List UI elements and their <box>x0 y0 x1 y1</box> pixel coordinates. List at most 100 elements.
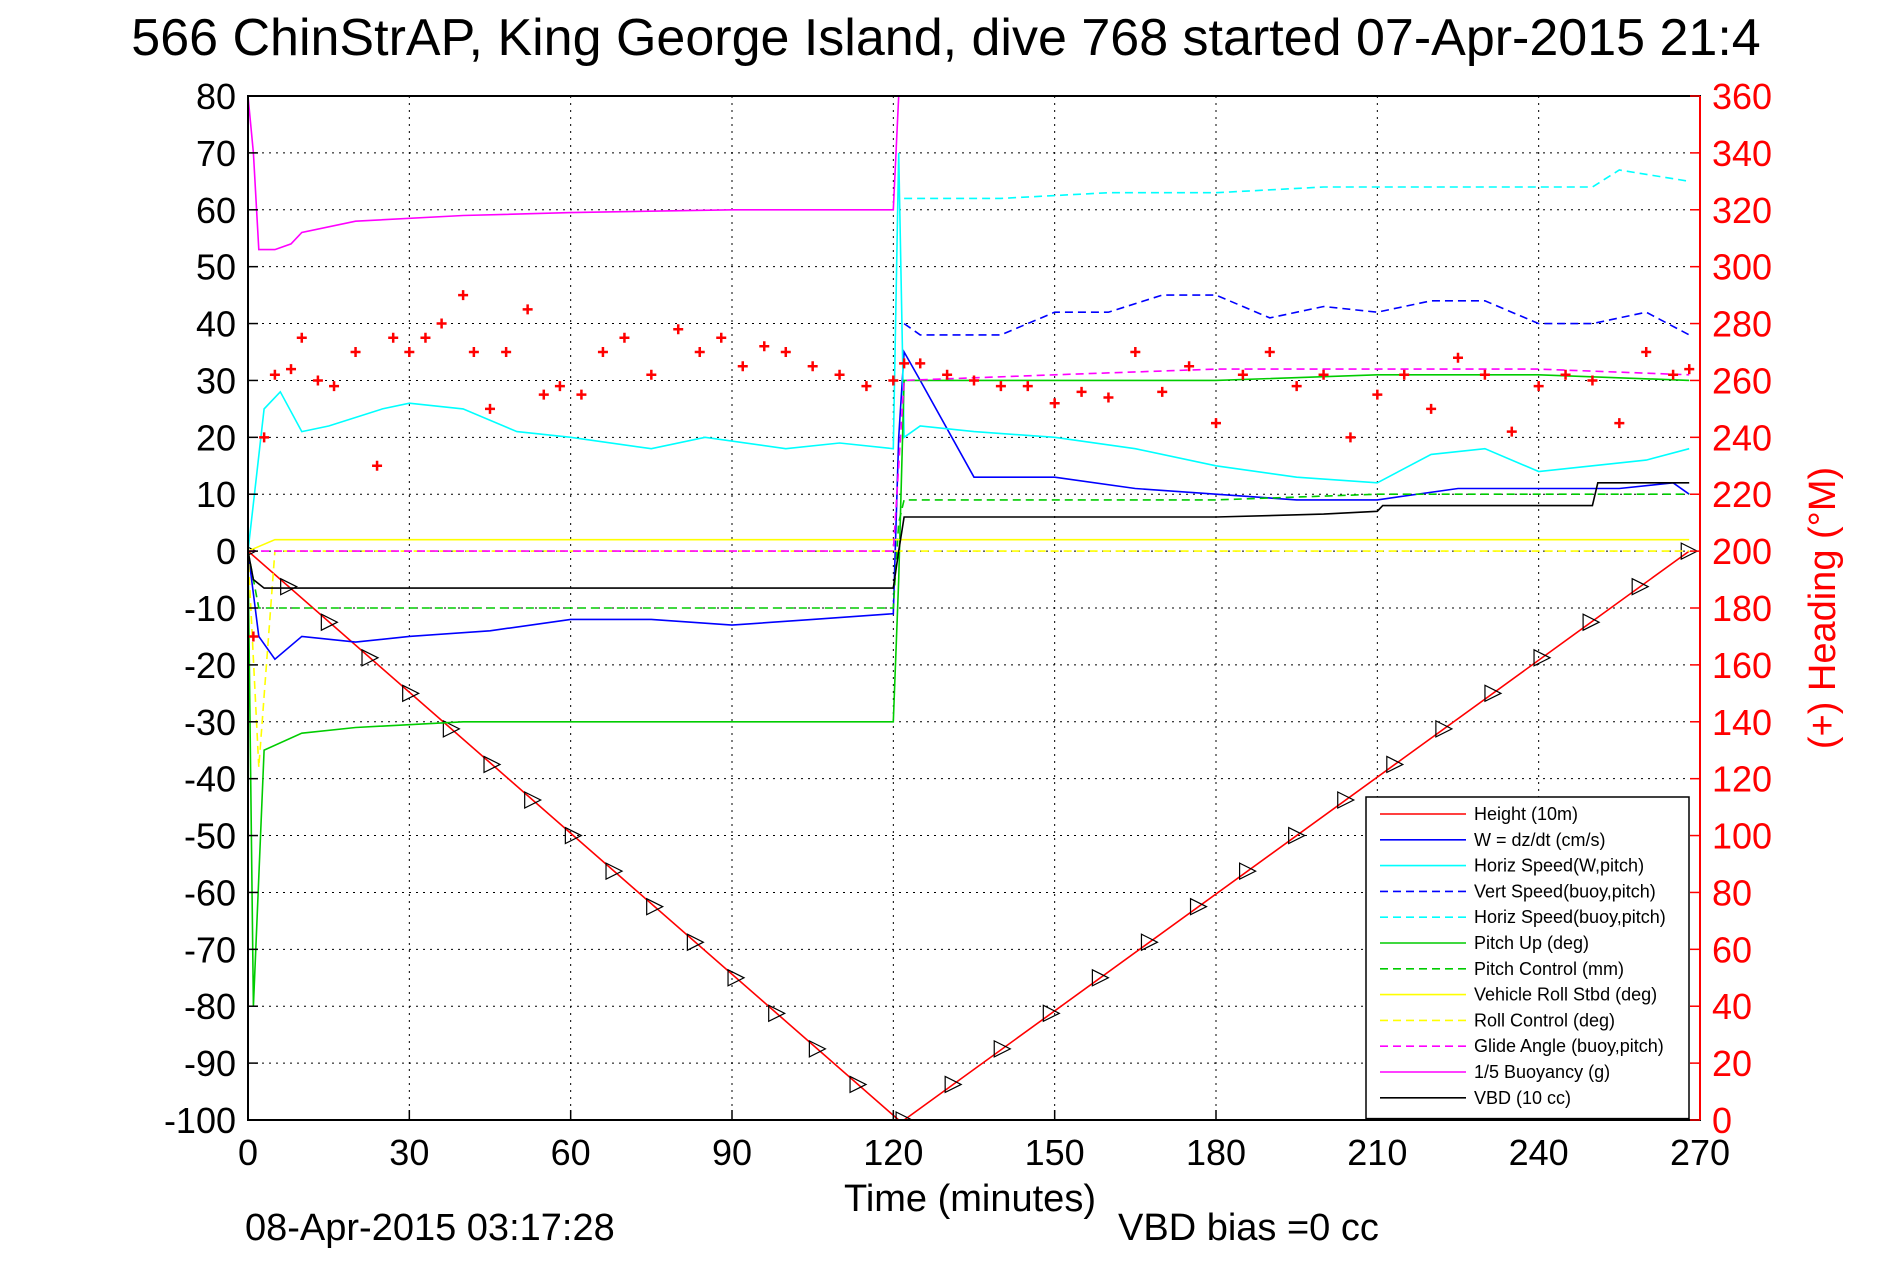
series-1-5-buoyancy-g <box>248 96 900 251</box>
series-pitch-control-mm <box>248 493 1690 609</box>
depth-marker <box>402 684 421 703</box>
y-tick-label: -80 <box>184 986 236 1027</box>
heading-point <box>296 332 307 343</box>
series-roll-control-deg <box>248 550 1690 768</box>
y-tick-label: -20 <box>184 645 236 686</box>
right-y-tick-label: 340 <box>1712 133 1772 174</box>
x-axis-ticks: 0 30 60 90 120 150 180 210 240 270 <box>238 1110 1730 1173</box>
legend-label: Roll Control (deg) <box>1474 1010 1615 1030</box>
y-tick-label: 40 <box>196 304 236 345</box>
y-tick-label: -50 <box>184 816 236 857</box>
series-vbd-10-cc <box>248 481 1690 589</box>
heading-point <box>1560 369 1571 380</box>
heading-point <box>1184 361 1195 372</box>
depth-marker <box>1386 755 1405 774</box>
series-w-dz-dt-cm-s <box>248 349 1690 661</box>
heading-point <box>1211 418 1221 429</box>
heading-point <box>646 369 657 380</box>
heading-point <box>1237 369 1248 380</box>
right-y-tick-label: 280 <box>1712 304 1772 345</box>
heading-point <box>1157 386 1168 397</box>
heading-point <box>942 369 953 380</box>
heading-point <box>501 347 512 357</box>
series-vert-speed-buoy-pitch <box>903 294 1690 336</box>
right-y-tick-label: 20 <box>1712 1043 1752 1084</box>
heading-point <box>1533 381 1544 392</box>
depth-marker <box>483 755 502 774</box>
x-axis-label: Time (minutes) <box>844 1178 1096 1220</box>
y-tick-label: 30 <box>196 360 236 401</box>
y-tick-label: -90 <box>184 1043 236 1084</box>
depth-marker <box>808 1039 827 1058</box>
x-tick-label: 240 <box>1509 1132 1569 1173</box>
legend-label: Vehicle Roll Stbd (deg) <box>1474 985 1657 1005</box>
x-tick-label: 120 <box>863 1132 923 1173</box>
heading-point <box>1587 375 1598 386</box>
y-tick-label: -60 <box>184 872 236 913</box>
heading-point <box>1453 352 1463 363</box>
depth-marker <box>1533 648 1552 667</box>
heading-point <box>1103 392 1114 403</box>
right-y-tick-label: 200 <box>1712 531 1772 572</box>
depth-marker <box>686 933 705 952</box>
heading-point <box>995 381 1006 392</box>
x-tick-label: 30 <box>389 1132 429 1173</box>
heading-point <box>888 375 899 386</box>
depth-marker <box>727 968 746 987</box>
heading-point <box>915 358 926 369</box>
y-tick-label: 60 <box>196 190 236 231</box>
heading-point <box>576 389 587 400</box>
depth-marker <box>1140 933 1159 952</box>
series-layer <box>248 96 1699 1120</box>
legend: Height (10m) W = dz/dt (cm/s) Horiz Speed(… <box>1365 796 1690 1120</box>
heading-point <box>329 381 340 392</box>
right-y-tick-label: 300 <box>1712 247 1772 288</box>
series-glide-angle-buoy-pitch <box>248 368 1690 552</box>
y-tick-label: -30 <box>184 702 236 743</box>
depth-marker <box>442 719 461 738</box>
x-tick-label: 0 <box>238 1132 258 1173</box>
heading-point <box>259 432 270 443</box>
depth-marker <box>605 862 624 881</box>
legend-label: VBD (10 cc) <box>1474 1088 1571 1108</box>
right-y-tick-label: 60 <box>1712 929 1752 970</box>
legend-label: Horiz Speed(buoy,pitch) <box>1474 907 1666 927</box>
chart-title: 566 ChinStrAP, King George Island, dive … <box>131 9 1760 67</box>
y-tick-label: -70 <box>184 929 236 970</box>
y-tick-label: 10 <box>196 474 236 515</box>
series-horiz-speed-buoy-pitch <box>904 169 1690 200</box>
heading-point <box>673 324 684 335</box>
right-y-tick-label: 260 <box>1712 360 1772 401</box>
right-y-tick-label: 0 <box>1712 1100 1732 1141</box>
y-tick-label: -100 <box>164 1100 236 1141</box>
x-tick-label: 180 <box>1186 1132 1246 1173</box>
depth-marker <box>849 1075 868 1094</box>
y-tick-label: -40 <box>184 759 236 800</box>
heading-point <box>269 369 280 380</box>
heading-point <box>350 347 361 357</box>
y-axis-ticks: 80 70 60 50 40 30 20 10 0 -10 -20 -30 -40 -50 -60 -70 -8… <box>164 76 258 1141</box>
heading-point <box>716 332 727 343</box>
y-tick-label: 80 <box>196 76 236 117</box>
depth-marker <box>768 1004 787 1023</box>
depth-marker <box>993 1039 1012 1058</box>
right-y-tick-label: 240 <box>1712 417 1772 458</box>
series-horiz-speed-w-pitch <box>248 152 1690 552</box>
heading-point <box>1291 381 1302 392</box>
right-y-tick-label: 320 <box>1712 190 1772 231</box>
right-y-tick-label: 40 <box>1712 986 1752 1027</box>
legend-box <box>1365 796 1690 1120</box>
right-y-axis-label: (+) Heading (°M) <box>1802 467 1844 749</box>
right-y-tick-label: 360 <box>1712 76 1772 117</box>
series-height-10m <box>248 550 1690 1120</box>
legend-label: Pitch Up (deg) <box>1474 933 1589 953</box>
heading-point <box>780 347 791 357</box>
vbd-bias-label: VBD bias =0 cc <box>1118 1207 1379 1249</box>
y-tick-label: -10 <box>184 588 236 629</box>
legend-label: Vert Speed(buoy,pitch) <box>1474 881 1656 901</box>
depth-marker <box>1582 613 1601 632</box>
heading-point <box>554 381 565 392</box>
depth-marker <box>944 1075 963 1094</box>
y-tick-label: 70 <box>196 133 236 174</box>
